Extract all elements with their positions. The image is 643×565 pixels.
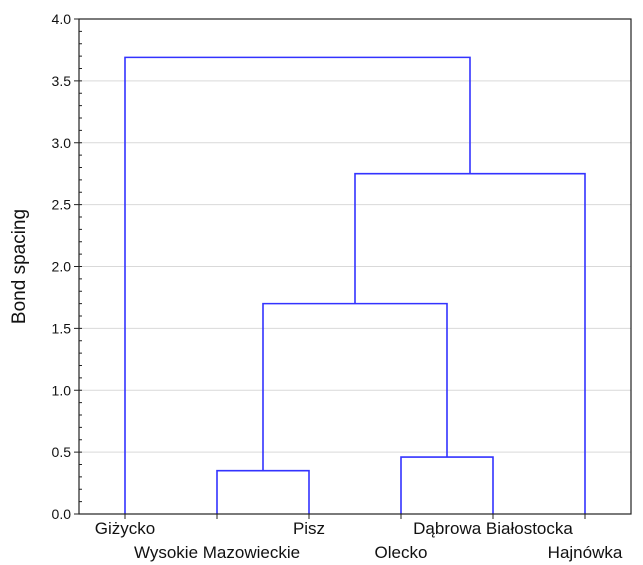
dendrogram-links bbox=[124, 56, 586, 514]
x-axis-leaf-labels: Giżycko Wysokie Mazowieckie Pisz Olecko Dąbr… bbox=[95, 514, 623, 562]
y-tick-label: 2.5 bbox=[52, 197, 72, 213]
dendrogram-link bbox=[354, 172, 586, 514]
y-tick-label: 4.0 bbox=[52, 11, 72, 27]
y-tick-label: 0.5 bbox=[52, 444, 72, 460]
leaf-label: Olecko bbox=[375, 543, 428, 562]
leaf-label: Hajnówka bbox=[548, 543, 623, 562]
y-tick-label: 0.0 bbox=[52, 506, 72, 522]
leaf-label: Giżycko bbox=[95, 519, 155, 538]
leaf-label: Pisz bbox=[293, 519, 325, 538]
y-tick-label: 3.5 bbox=[52, 73, 72, 89]
dendrogram-link bbox=[400, 456, 494, 514]
y-tick-label: 2.0 bbox=[52, 259, 72, 275]
leaf-label: Wysokie Mazowieckie bbox=[134, 543, 300, 562]
y-tick-label: 3.0 bbox=[52, 135, 72, 151]
leaf-label: Dąbrowa Białostocka bbox=[413, 519, 573, 538]
dendrogram-link bbox=[216, 469, 310, 514]
y-tick-label: 1.5 bbox=[52, 320, 72, 336]
y-axis-ticks: 0.0 0.5 1.0 1.5 2.0 2.5 3.0 3.5 4.0 bbox=[52, 11, 79, 522]
y-axis-title: Bond spacing bbox=[9, 209, 30, 324]
y-tick-label: 1.0 bbox=[52, 382, 72, 398]
dendrogram-link bbox=[124, 56, 471, 514]
